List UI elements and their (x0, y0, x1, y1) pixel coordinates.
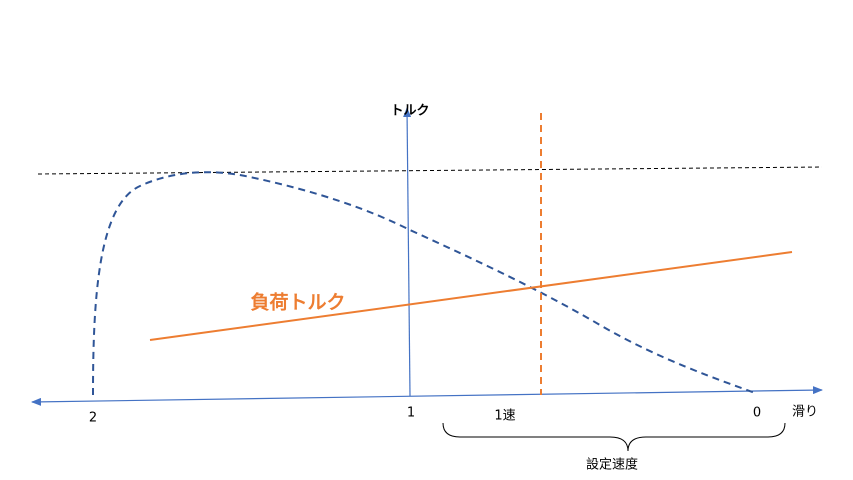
x-axis (31, 386, 823, 406)
speed-label: 1速 (494, 409, 515, 424)
load-torque-line (149, 251, 793, 341)
set-speed-label: 設定速度 (586, 457, 638, 473)
max-torque-line (37, 166, 823, 175)
tick-label: 1 (407, 406, 415, 421)
x-label: 滑り (792, 405, 818, 420)
y-axis (403, 107, 412, 397)
brace (442, 422, 786, 452)
tick-label: 0 (753, 406, 761, 421)
torque-curve (92, 171, 756, 396)
tick-label: 2 (89, 411, 97, 426)
y-label: トルク (390, 104, 429, 119)
load-torque-label: 負荷トルク (250, 291, 345, 314)
